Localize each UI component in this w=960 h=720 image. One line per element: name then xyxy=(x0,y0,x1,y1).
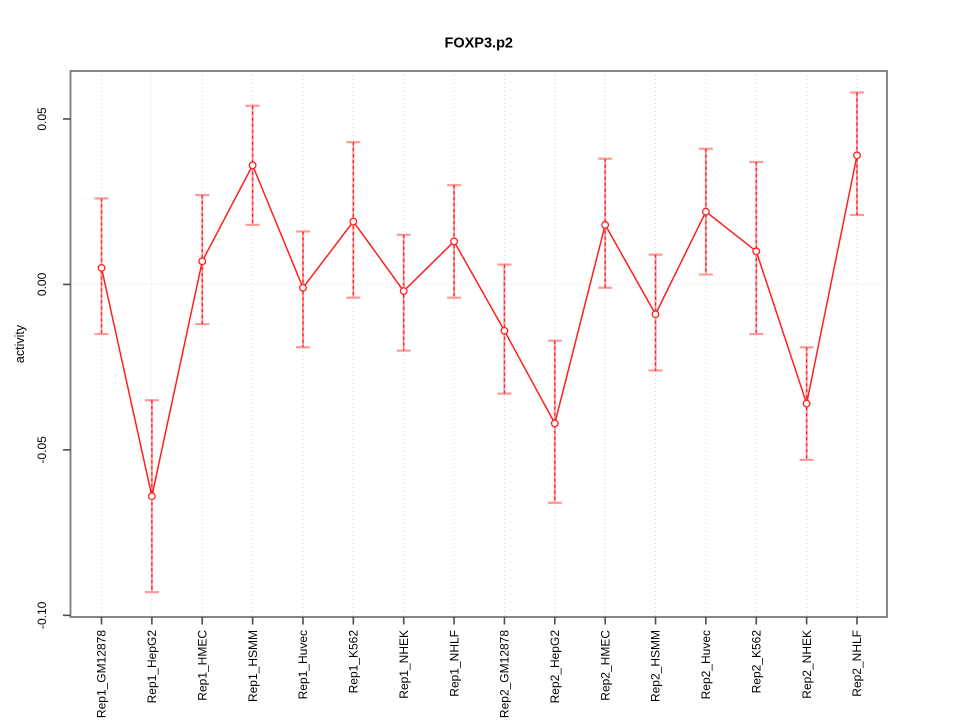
data-point-marker xyxy=(802,399,811,408)
data-point-marker xyxy=(299,283,307,292)
data-point-marker xyxy=(147,492,156,501)
y-axis-label: activity xyxy=(13,324,27,363)
x-tick-label: Rep2_HSMM xyxy=(649,630,663,702)
x-tick-label: Rep1_K562 xyxy=(347,630,361,694)
x-tick-label: Rep2_HMEC xyxy=(598,630,612,701)
chart-title: FOXP3.p2 xyxy=(445,36,514,52)
x-tick-label: Rep1_HepG2 xyxy=(145,630,159,704)
x-tick-label: Rep1_NHEK xyxy=(397,630,411,699)
x-tick-label: Rep1_Huvec xyxy=(296,630,310,699)
data-point-marker xyxy=(500,326,509,335)
x-tick-label: Rep2_HepG2 xyxy=(548,630,562,704)
data-point-marker xyxy=(248,161,257,170)
data-point-marker xyxy=(601,220,610,229)
y-tick-label: -0.05 xyxy=(35,436,49,464)
series-line xyxy=(100,155,858,497)
x-tick-label: Rep1_HSMM xyxy=(246,630,260,702)
data-point-marker xyxy=(853,151,861,160)
x-tick-label: Rep2_NHLF xyxy=(850,630,864,697)
y-tick-label: -0.10 xyxy=(35,601,49,629)
x-tick-label: Rep2_K562 xyxy=(749,630,763,694)
data-point-marker xyxy=(701,207,710,216)
plot-area: 0.05 0.00 -0.05 -0.10 Rep1_GM12878 Rep1_HepG2… xyxy=(35,70,888,718)
data-point-marker xyxy=(550,419,559,428)
data-point-marker xyxy=(349,217,358,226)
x-tick-label: Rep1_NHLF xyxy=(447,630,461,697)
y-tick-label: 0.00 xyxy=(35,272,49,296)
plot-border xyxy=(69,70,888,618)
x-tick-label: Rep2_NHEK xyxy=(800,630,814,699)
data-point-marker xyxy=(97,263,106,272)
data-point-marker xyxy=(752,247,761,256)
y-tick-label: 0.05 xyxy=(35,107,49,131)
x-tick-label: Rep2_Huvec xyxy=(699,630,713,699)
data-point-marker xyxy=(450,237,459,246)
data-point-marker xyxy=(399,287,408,296)
x-tick-label: Rep2_GM12878 xyxy=(498,630,512,718)
x-tick-label: Rep1_HMEC xyxy=(195,630,209,701)
data-point-marker xyxy=(651,310,660,319)
x-tick-label: Rep1_GM12878 xyxy=(95,630,109,718)
data-point-marker xyxy=(198,257,207,266)
